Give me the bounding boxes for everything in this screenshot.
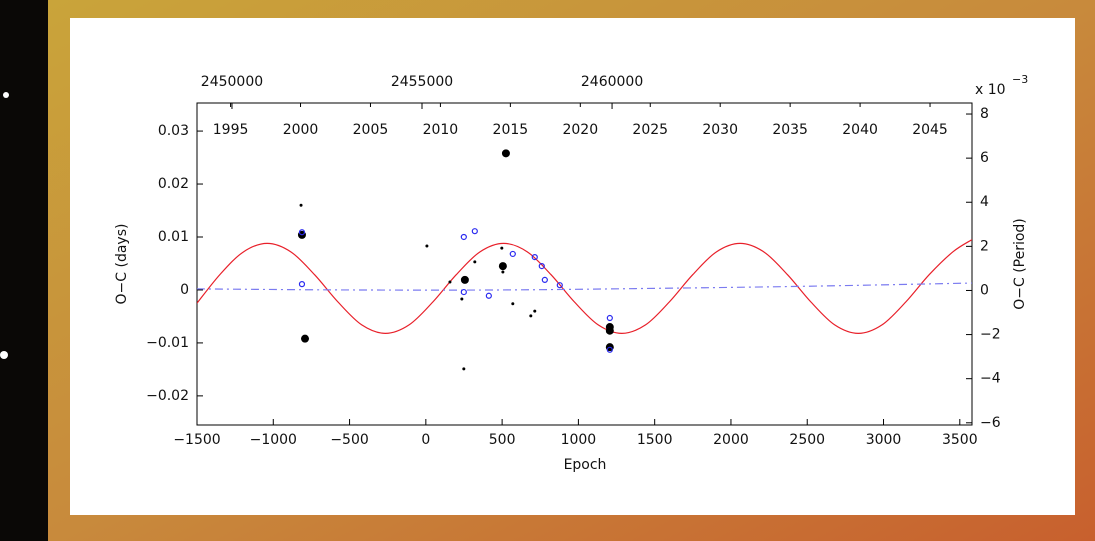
x3-tick-label: 2015 xyxy=(493,122,529,138)
point xyxy=(500,247,503,250)
x3-tick-label: 2035 xyxy=(772,122,808,138)
star xyxy=(3,92,9,98)
point xyxy=(502,149,510,157)
point xyxy=(529,314,532,317)
x2-tick-label: 2450000 xyxy=(201,74,263,90)
y-tick-label: 0.01 xyxy=(158,229,189,245)
y-tick-label: −0.02 xyxy=(146,388,189,404)
point xyxy=(462,367,465,370)
y2-tick-label: 0 xyxy=(980,282,989,298)
x3-tick-label: 2020 xyxy=(562,122,598,138)
point xyxy=(499,262,507,270)
x-tick-label: 500 xyxy=(489,432,516,448)
y2-tick-label: −4 xyxy=(980,371,1001,387)
x-tick-label: −1500 xyxy=(173,432,220,448)
point xyxy=(425,244,428,247)
x-tick-label: −1000 xyxy=(250,432,297,448)
point xyxy=(533,310,536,313)
x3-tick-label: 2005 xyxy=(353,122,389,138)
y2-tick-label: −2 xyxy=(980,327,1001,343)
y-tick-label: −0.01 xyxy=(146,335,189,351)
x3-tick-label: 2000 xyxy=(283,122,319,138)
point xyxy=(606,327,614,335)
point xyxy=(473,260,476,263)
point xyxy=(448,281,451,284)
y-axis-label: O−C (days) xyxy=(114,224,130,305)
point xyxy=(460,297,463,300)
point xyxy=(461,276,469,284)
x-tick-label: 2500 xyxy=(789,432,825,448)
x3-tick-label: 2025 xyxy=(632,122,668,138)
star xyxy=(0,351,8,359)
x3-tick-label: 2010 xyxy=(423,122,459,138)
x3-tick-label: 2040 xyxy=(842,122,878,138)
y-tick-label: 0.03 xyxy=(158,123,189,139)
x3-tick-label: 2045 xyxy=(912,122,948,138)
point xyxy=(300,204,303,207)
y2-axis-label: O−C (Period) xyxy=(1012,218,1028,310)
y2-tick-label: 8 xyxy=(980,106,989,122)
x2-tick-label: 2455000 xyxy=(391,74,453,90)
x-axis-label: Epoch xyxy=(564,457,607,473)
x-tick-label: 1500 xyxy=(637,432,673,448)
x2-tick-label: 2460000 xyxy=(581,74,643,90)
y2-tick-label: 2 xyxy=(980,238,989,254)
y-tick-label: 0.02 xyxy=(158,176,189,192)
x-tick-label: 1000 xyxy=(561,432,597,448)
y2-scale-label: x 10 xyxy=(975,82,1006,98)
x-tick-label: 2000 xyxy=(713,432,749,448)
y2-tick-label: −6 xyxy=(980,415,1001,431)
point xyxy=(511,302,514,305)
chart: Epoch O−C (days) O−C (Period) x 10 −3 −1… xyxy=(0,0,1095,541)
y2-tick-label: 6 xyxy=(980,150,989,166)
point xyxy=(301,335,309,343)
y-tick-label: 0 xyxy=(180,282,189,298)
x3-tick-label: 2030 xyxy=(702,122,738,138)
y2-tick-label: 4 xyxy=(980,194,989,210)
background xyxy=(0,0,50,541)
y2-scale-exponent: −3 xyxy=(1012,73,1028,86)
x-tick-label: 3000 xyxy=(866,432,902,448)
point xyxy=(501,270,504,273)
x3-tick-label: 1995 xyxy=(213,122,249,138)
x-tick-label: 3500 xyxy=(942,432,978,448)
page: Epoch O−C (days) O−C (Period) x 10 −3 −1… xyxy=(0,0,1095,541)
x-tick-label: −500 xyxy=(330,432,368,448)
x-tick-label: 0 xyxy=(421,432,430,448)
